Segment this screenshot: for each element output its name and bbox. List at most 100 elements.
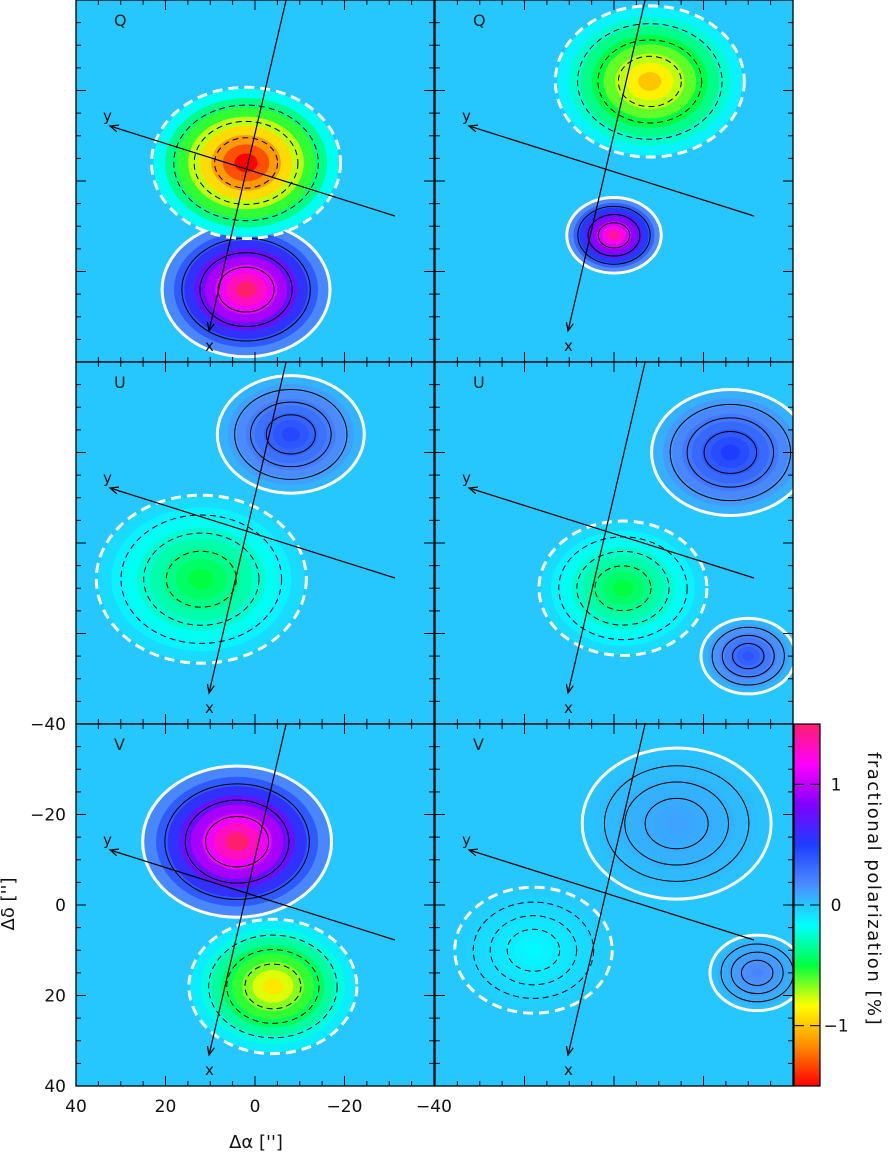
panel-label: U xyxy=(473,373,485,392)
contour-line xyxy=(489,915,578,986)
axis-arrows: xy xyxy=(103,724,396,1079)
panel-ticks xyxy=(434,723,794,1087)
axis-arrows: xy xyxy=(462,724,755,1079)
x-marker: x xyxy=(205,1061,214,1079)
colorbar-label: fractional polarization [%] xyxy=(863,752,884,1026)
colorbar-tick-label: 0 xyxy=(831,896,842,916)
y-marker: y xyxy=(462,107,471,125)
colorbar-ticks: 1 0 −1 xyxy=(794,775,849,1037)
x-arrow-head xyxy=(206,684,215,695)
axis-arrows: xy xyxy=(462,0,755,355)
zero-contour xyxy=(708,933,793,1013)
zero-contour xyxy=(699,616,793,696)
x-marker: x xyxy=(205,699,214,717)
blob-level xyxy=(188,568,215,590)
panel-v-2-0: xyV xyxy=(75,723,435,1087)
zero-contour xyxy=(150,85,343,240)
blob-level xyxy=(720,444,740,461)
y-arrow-head xyxy=(467,124,479,133)
contour-line xyxy=(577,23,723,140)
panel-u-1-0: xyU xyxy=(75,361,435,725)
x-arrow xyxy=(567,0,646,332)
blob-level xyxy=(638,72,662,91)
blob-level xyxy=(612,580,634,597)
blob-level xyxy=(742,651,755,661)
blob-level xyxy=(235,281,257,298)
y-marker: y xyxy=(462,469,471,487)
blob-0 xyxy=(187,917,359,1056)
x-marker: x xyxy=(564,1061,573,1079)
colorbar-tick-label: 1 xyxy=(831,775,842,795)
x-marker: x xyxy=(564,337,573,355)
zero-contour xyxy=(453,885,614,1015)
blob-0 xyxy=(160,220,332,359)
contour-line xyxy=(199,252,293,327)
panel-ticks xyxy=(434,361,794,725)
colorbar: 1 0 −1 fractional polarization [%] xyxy=(793,723,884,1087)
x-tick-labels: 40 20 0 −20 −40 xyxy=(65,1097,452,1117)
blob-1 xyxy=(553,4,746,159)
x-arrow-head xyxy=(565,1046,574,1057)
x-arrow-head xyxy=(565,322,574,333)
y-arrow-head xyxy=(467,486,479,495)
contour-line xyxy=(184,799,290,884)
x-arrow xyxy=(208,362,287,694)
x-arrow xyxy=(567,724,646,1056)
blob-1 xyxy=(150,85,343,240)
blob-0 xyxy=(565,196,663,275)
zero-contour xyxy=(650,388,793,517)
contour-line xyxy=(624,781,730,866)
contour-line xyxy=(603,765,750,882)
y-tick-label: −40 xyxy=(30,715,66,735)
contour-line xyxy=(644,797,709,850)
panel-label: V xyxy=(473,735,484,754)
zero-contour xyxy=(537,519,709,657)
blob-level xyxy=(262,978,284,995)
contour-line xyxy=(244,963,302,1010)
panel-ticks xyxy=(75,723,435,1087)
contour-line xyxy=(208,934,338,1039)
colorbar-tick-label: −1 xyxy=(823,1017,848,1037)
y-arrow-head xyxy=(108,848,120,857)
contour-line xyxy=(164,783,310,900)
axis-arrows: xy xyxy=(103,0,396,355)
y-arrow-head xyxy=(108,124,120,133)
zero-contour xyxy=(187,917,359,1056)
y-arrow-head xyxy=(467,848,479,857)
blob-0 xyxy=(94,493,308,665)
x-arrow xyxy=(208,0,287,332)
contour-line xyxy=(576,550,670,626)
y-arrow xyxy=(109,849,396,941)
contour-line xyxy=(711,626,785,686)
blob-1 xyxy=(215,374,366,495)
panel-q-0-0: xyQ xyxy=(75,0,435,363)
contour-line xyxy=(265,414,316,455)
x-tick-label: 40 xyxy=(65,1097,87,1117)
y-arrow xyxy=(468,849,755,941)
contour-line xyxy=(249,401,332,468)
y-arrow xyxy=(468,125,755,217)
contour-line xyxy=(594,565,652,612)
y-marker: y xyxy=(462,831,471,849)
panel-label: V xyxy=(114,735,125,754)
contour-line xyxy=(617,55,682,108)
x-marker: x xyxy=(205,337,214,355)
zero-contour xyxy=(215,374,366,495)
contour-line xyxy=(597,222,631,249)
y-arrow-head xyxy=(108,486,120,495)
blob-2 xyxy=(580,746,773,901)
contour-line xyxy=(506,928,561,972)
panel-v-2-1: xyV xyxy=(434,723,794,1087)
panel-label: U xyxy=(114,373,126,392)
contour-line xyxy=(720,943,793,1003)
contour-line xyxy=(703,431,758,474)
x-tick-label: 20 xyxy=(155,1097,177,1117)
axis-arrows: xy xyxy=(103,362,396,717)
blob-level xyxy=(281,427,300,442)
y-arrow xyxy=(109,487,396,579)
panel-label: Q xyxy=(114,11,127,30)
contour-line xyxy=(193,120,299,205)
zero-contour xyxy=(565,196,663,275)
